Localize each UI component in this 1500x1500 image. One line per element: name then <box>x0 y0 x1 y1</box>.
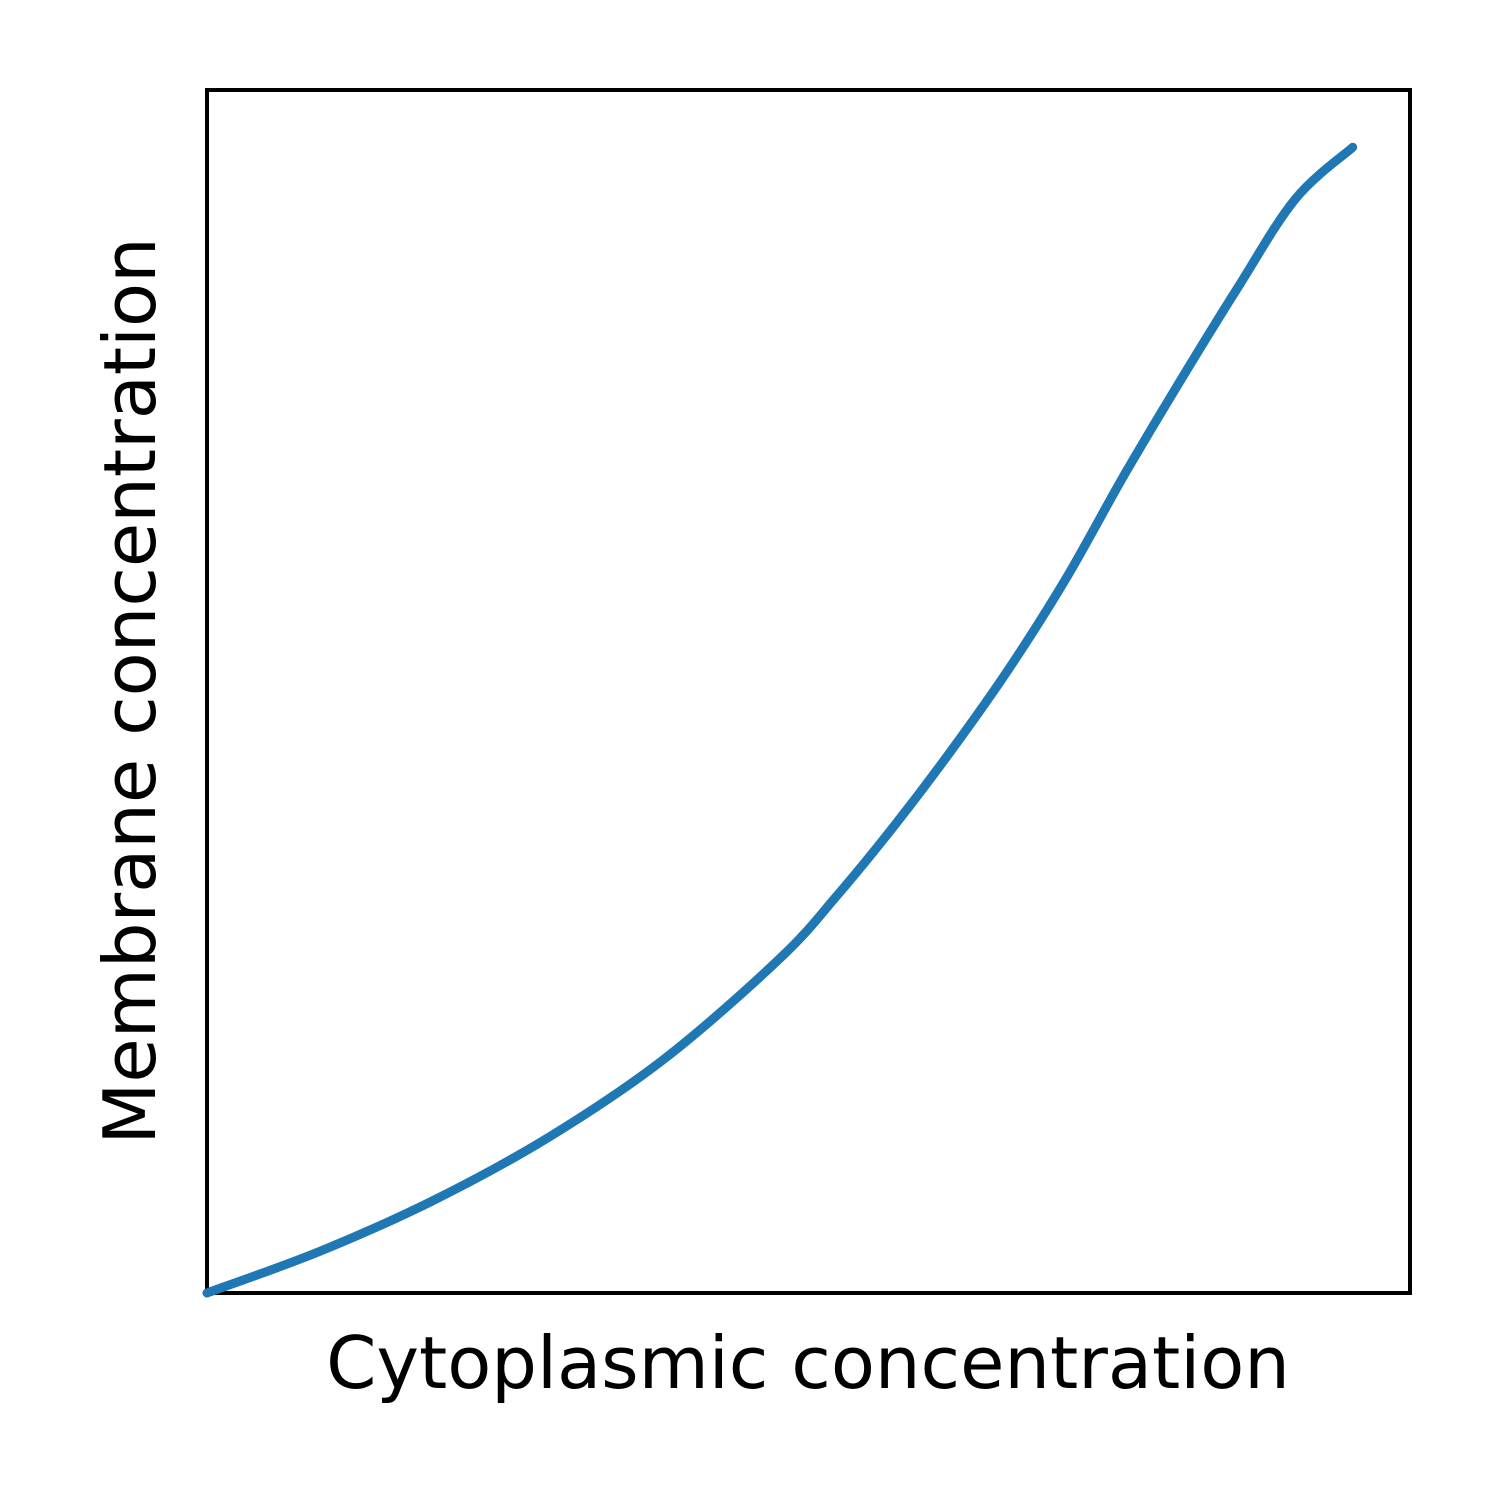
plot-frame <box>205 88 1412 1295</box>
series-line-0 <box>202 142 1358 1298</box>
y-axis-label: Membrane concentration <box>88 237 172 1144</box>
series-layer <box>202 142 1358 1298</box>
x-axis-label: Cytoplasmic concentration <box>326 1321 1290 1405</box>
